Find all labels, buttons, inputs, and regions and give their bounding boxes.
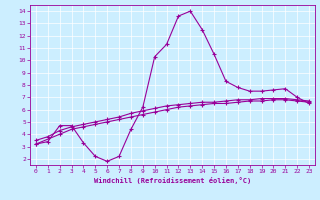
X-axis label: Windchill (Refroidissement éolien,°C): Windchill (Refroidissement éolien,°C) (94, 177, 251, 184)
